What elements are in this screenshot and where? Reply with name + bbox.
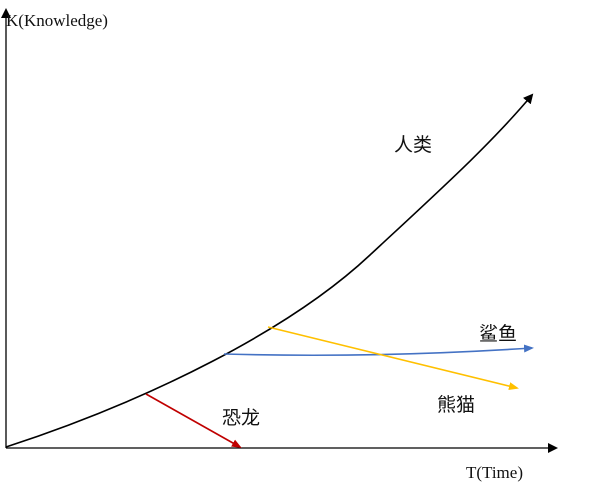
shark-label: 鲨鱼 xyxy=(479,323,517,345)
human-curve xyxy=(5,93,534,448)
dinosaur-label: 恐龙 xyxy=(222,407,260,429)
x-axis-label: T(Time) xyxy=(466,463,523,482)
y-axis-label: K(Knowledge) xyxy=(6,11,108,30)
panda-label: 熊猫 xyxy=(437,394,475,416)
shark-curve xyxy=(223,344,534,356)
human-label: 人类 xyxy=(394,134,432,156)
dinosaur-curve xyxy=(145,393,242,448)
panda-curve xyxy=(267,326,519,390)
